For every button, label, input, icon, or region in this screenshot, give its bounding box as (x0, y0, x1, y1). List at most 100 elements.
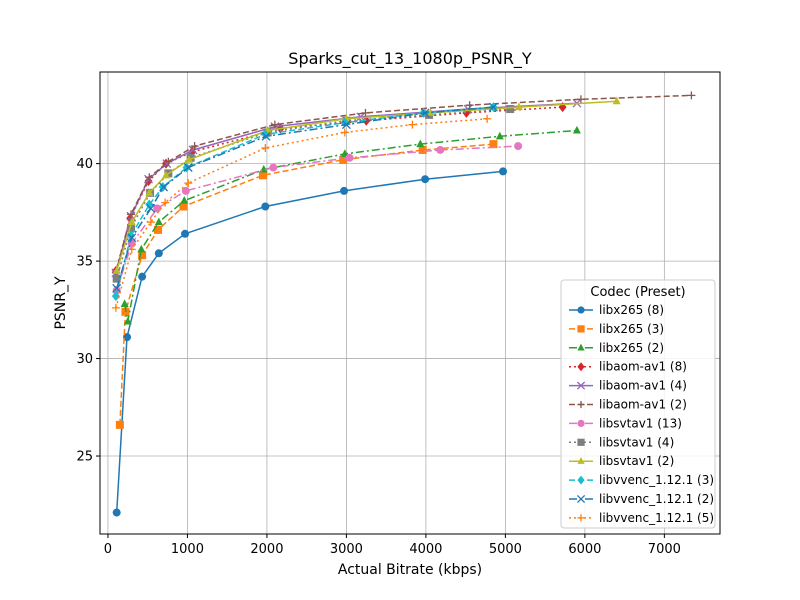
data-point (127, 245, 136, 254)
data-point (416, 139, 425, 148)
data-point (112, 266, 121, 274)
data-point (577, 362, 585, 372)
data-point (361, 108, 370, 117)
legend-label: libaom-av1 (8) (599, 360, 687, 374)
x-tick-label: 4000 (409, 542, 442, 557)
data-point (345, 153, 354, 162)
data-point (577, 343, 585, 351)
legend-label: libsvtav1 (4) (599, 435, 674, 449)
legend-title: Codec (Preset) (590, 285, 685, 300)
x-marker-stroke (576, 494, 586, 504)
data-point (572, 125, 581, 134)
legend-label: libaom-av1 (2) (599, 398, 687, 412)
x-marker-stroke (112, 283, 122, 293)
data-point (185, 155, 194, 163)
data-point (138, 272, 147, 281)
x-tick-label: 2000 (250, 542, 283, 557)
data-point (514, 102, 523, 111)
data-point (123, 316, 132, 325)
y-tick-label: 25 (76, 450, 93, 465)
data-point (127, 233, 137, 243)
data-point (506, 105, 515, 114)
data-point (188, 145, 198, 155)
data-point (340, 186, 349, 195)
data-point (576, 494, 586, 504)
x-tick-label: 1000 (171, 542, 204, 557)
data-point (421, 175, 430, 184)
data-point (111, 303, 120, 312)
data-point (145, 199, 154, 210)
data-point (161, 170, 170, 179)
y-axis-label: PSNR_Y (53, 276, 69, 330)
series-11 (111, 114, 492, 312)
data-point (112, 508, 121, 517)
series-line (115, 100, 617, 272)
x-tick-label: 6000 (568, 542, 601, 557)
y-tick-label: 30 (76, 352, 93, 367)
legend-entry: libaom-av1 (8) (569, 360, 687, 374)
data-point (186, 153, 195, 162)
x-marker-stroke (159, 182, 169, 192)
legend-label: libsvtav1 (2) (599, 454, 674, 468)
data-point (489, 140, 498, 149)
data-point (154, 217, 163, 226)
data-point (577, 514, 585, 522)
x-marker-stroke (420, 108, 430, 118)
legend-label: libsvtav1 (13) (599, 416, 682, 430)
legend-entry: libaom-av1 (4) (569, 379, 687, 393)
data-point (495, 131, 504, 140)
data-point (577, 457, 585, 464)
legend-entry: libx265 (2) (569, 341, 664, 355)
data-point (154, 249, 163, 258)
legend-label: libx265 (3) (599, 322, 664, 336)
x-marker-stroke (146, 203, 156, 213)
data-point (426, 108, 435, 116)
data-point (112, 274, 121, 283)
data-point (112, 283, 122, 293)
data-point (499, 167, 507, 176)
data-point (146, 218, 155, 227)
data-point (153, 204, 162, 213)
data-point (179, 202, 188, 211)
data-point (111, 291, 120, 302)
data-point (339, 155, 348, 164)
legend-entry: libsvtav1 (13) (569, 416, 682, 430)
legend-label: libvvenc_1.12.1 (2) (599, 492, 714, 506)
legend-label: libvvenc_1.12.1 (5) (599, 511, 714, 525)
data-point (577, 419, 585, 427)
data-point (181, 229, 190, 238)
data-point (687, 91, 696, 100)
data-point (408, 120, 417, 129)
data-point (356, 112, 366, 122)
data-point (190, 142, 199, 151)
legend-label: libx265 (2) (599, 341, 664, 355)
legend-entry: libaom-av1 (2) (569, 398, 687, 412)
data-point (577, 475, 585, 485)
data-point (127, 210, 135, 219)
x-tick-label: 7000 (648, 542, 681, 557)
data-point (576, 95, 585, 104)
data-point (261, 202, 270, 211)
data-point (145, 188, 154, 196)
data-point (269, 163, 278, 172)
x-marker-stroke (127, 233, 137, 243)
data-point (577, 325, 585, 333)
data-point (127, 223, 135, 232)
data-point (154, 225, 163, 234)
legend-label: libaom-av1 (4) (599, 379, 687, 393)
series-0 (112, 167, 507, 517)
x-marker-stroke (489, 102, 498, 112)
legend-entry: libvvenc_1.12.1 (5) (569, 511, 714, 525)
data-point (261, 131, 271, 141)
series-line (115, 106, 494, 297)
x-marker-stroke (576, 381, 586, 390)
data-point (137, 244, 146, 253)
series-line (123, 129, 577, 322)
x-marker-stroke (183, 163, 193, 172)
legend-entry: libsvtav1 (2) (569, 454, 674, 468)
data-point (489, 102, 498, 112)
x-marker-stroke (341, 120, 351, 130)
data-point (418, 145, 427, 154)
x-axis-label: Actual Bitrate (kbps) (338, 562, 482, 578)
